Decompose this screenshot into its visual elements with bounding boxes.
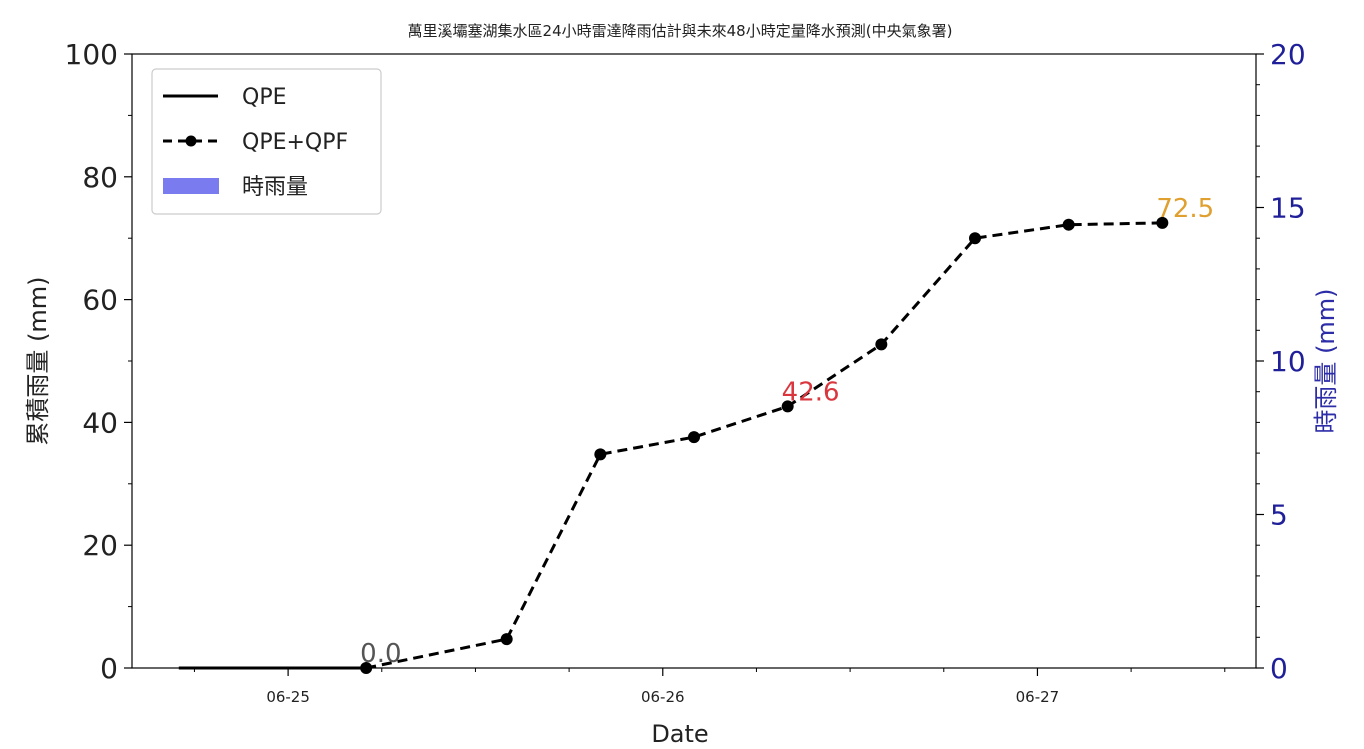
x-tick-label: 06-26	[641, 688, 685, 706]
y-left-tick-label: 20	[82, 529, 118, 562]
legend-label-qpf: QPE+QPF	[242, 130, 348, 155]
qpf-point	[875, 338, 888, 351]
y-left-tick-label: 40	[82, 406, 118, 439]
y-right-tick-label: 15	[1270, 192, 1306, 225]
qpf-point	[781, 400, 794, 413]
annotation-layer: 0.0 42.6 72.5	[360, 194, 1214, 669]
y-axis-left: 0 20 40 60 80 100	[65, 38, 132, 685]
qpf-point	[1156, 216, 1169, 229]
y-right-tick-label: 20	[1270, 38, 1306, 71]
legend: QPE QPE+QPF 時雨量	[151, 68, 382, 215]
qpf-point	[594, 448, 607, 461]
x-axis-label: Date	[651, 720, 708, 748]
x-tick-label: 06-27	[1016, 688, 1060, 706]
y-left-tick-label: 0	[100, 652, 118, 685]
qpf-point	[969, 232, 981, 245]
qpf-point	[500, 633, 513, 646]
y-axis-right: 0 5 10 15 20	[1256, 38, 1306, 685]
x-axis: 06-25 06-26 06-27	[193, 668, 1226, 706]
series-line-qpe-qpf	[365, 221, 1163, 670]
legend-label-hourly: 時雨量	[242, 175, 308, 200]
legend-hourly-swatch	[163, 178, 219, 194]
value-annotation: 42.6	[782, 377, 840, 407]
y-right-tick-label: 10	[1270, 345, 1306, 378]
y-right-tick-label: 5	[1270, 499, 1288, 532]
y-left-tick-label: 80	[82, 161, 118, 194]
y-left-tick-label: 60	[82, 284, 118, 317]
qpf-point	[360, 662, 373, 674]
legend-qpf-marker	[185, 135, 197, 147]
value-annotation: 0.0	[360, 639, 401, 669]
x-tick-label: 06-25	[266, 688, 310, 706]
legend-box	[151, 68, 382, 215]
qpf-point	[688, 431, 700, 444]
qpf-point	[1062, 218, 1075, 231]
y-axis-left-label: 累積雨量 (mm)	[24, 276, 52, 445]
value-annotation: 72.5	[1156, 194, 1214, 224]
y-axis-right-label: 時雨量 (mm)	[1312, 288, 1340, 433]
legend-label-qpe: QPE	[242, 85, 286, 110]
y-right-tick-label: 0	[1270, 652, 1288, 685]
series-layer	[178, 216, 1169, 674]
y-left-tick-label: 100	[65, 38, 118, 71]
chart-title: 萬里溪壩塞湖集水區24小時雷達降雨估計與未來48小時定量降水預測(中央氣象署)	[408, 22, 953, 40]
